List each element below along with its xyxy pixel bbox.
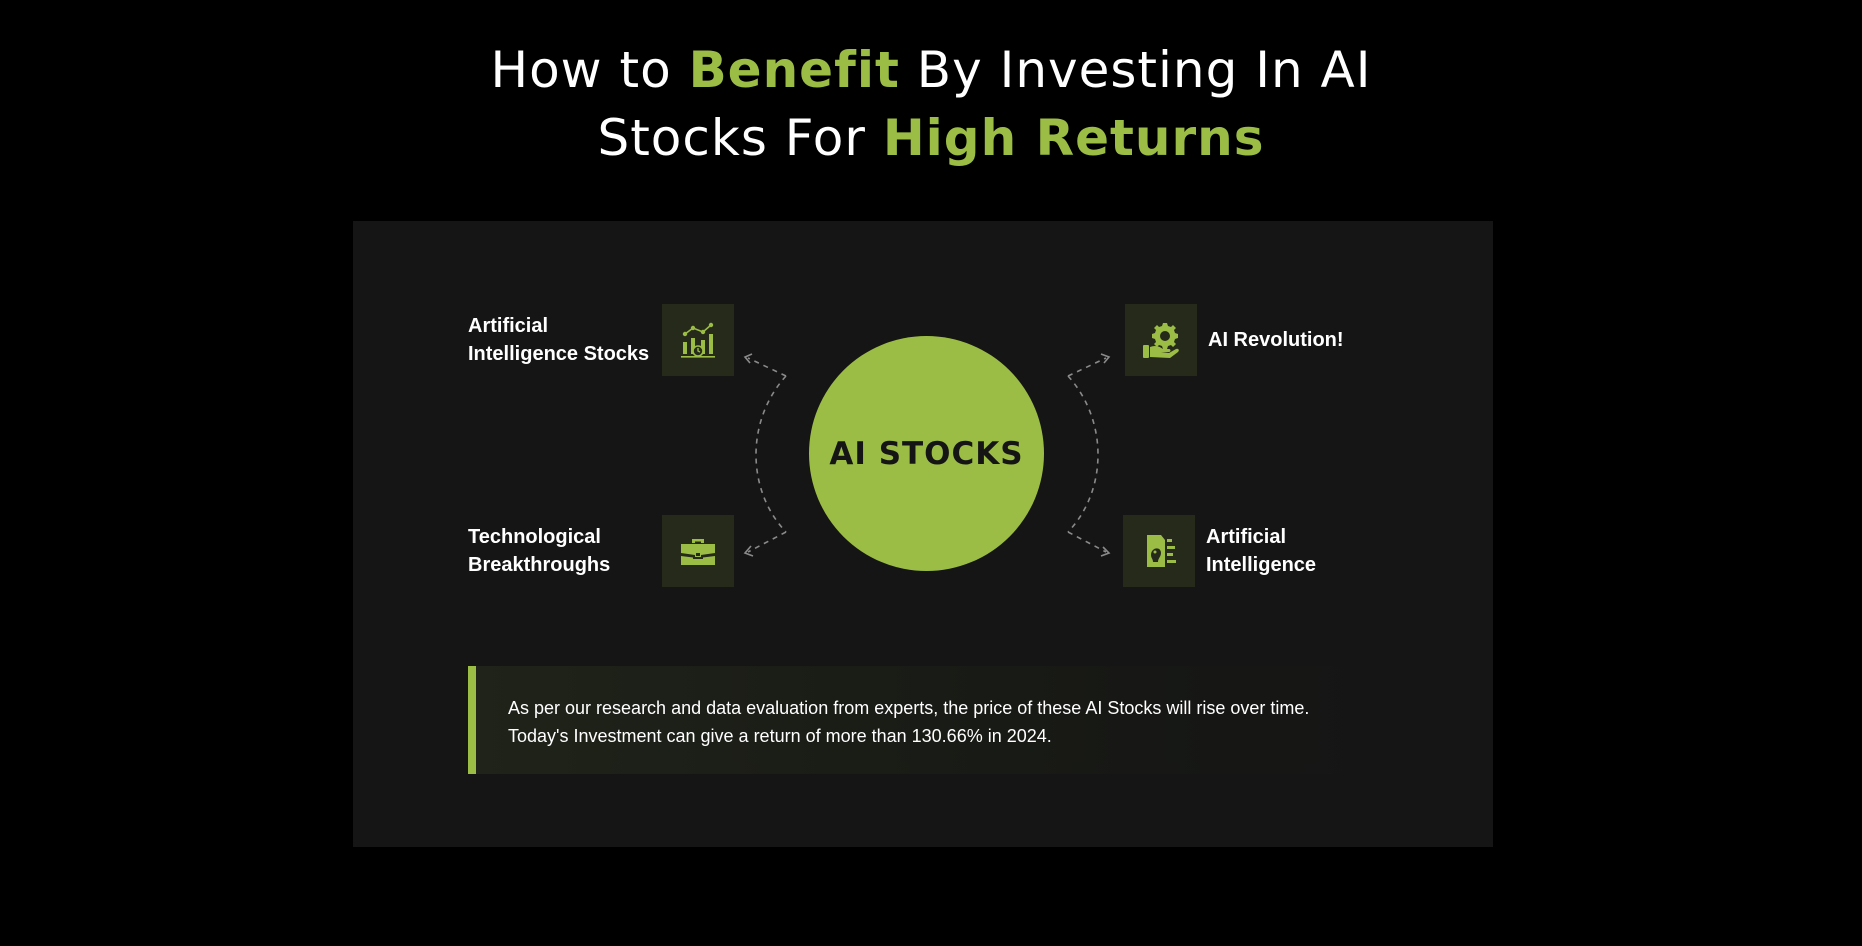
feature-icon-box	[662, 304, 734, 376]
feature-label-line: Intelligence Stocks	[468, 343, 650, 365]
feature-label-artificial-intelligence: Artificial Intelligence	[1206, 523, 1316, 579]
title-line-1: How to Benefit By Investing In AI	[490, 41, 1371, 99]
ai-head-icon	[1147, 535, 1176, 567]
research-note: As per our research and data evaluation …	[468, 666, 1360, 774]
center-label: AI STOCKS	[829, 435, 1024, 472]
chart-analytics-icon	[681, 322, 715, 358]
title-highlight-benefit: Benefit	[688, 41, 900, 99]
title-text: Stocks For	[597, 109, 883, 167]
feature-label-breakthroughs: Technological Breakthroughs	[468, 523, 610, 579]
feature-label-line: AI Revolution!	[1208, 329, 1344, 351]
title-text: How to	[490, 41, 689, 99]
note-text-line-2: Today's Investment can give a return of …	[508, 726, 1052, 746]
title-text: By Investing In AI	[899, 41, 1372, 99]
ai-stocks-circle: AI STOCKS	[809, 336, 1044, 571]
feature-label-line: Artificial	[1206, 526, 1287, 548]
feature-icon-box	[1125, 304, 1197, 376]
title-line-2: Stocks For High Returns	[597, 109, 1264, 167]
feature-label-line: Intelligence	[1206, 554, 1317, 576]
feature-icon-box	[662, 515, 734, 587]
briefcase-icon	[681, 539, 715, 565]
feature-label-line: Artificial	[468, 315, 549, 337]
feature-label-line: Breakthroughs	[468, 554, 611, 576]
note-text-line-1: As per our research and data evaluation …	[508, 698, 1310, 718]
title-highlight-high-returns: High Returns	[882, 109, 1265, 167]
page-title: How to Benefit By Investing In AI Stocks…	[0, 36, 1862, 172]
feature-label-line: Technological	[468, 526, 601, 548]
feature-label-ai-stocks: Artificial Intelligence Stocks	[468, 312, 649, 368]
hand-gear-icon	[1143, 323, 1179, 358]
feature-label-ai-revolution: AI Revolution!	[1208, 326, 1344, 354]
feature-icon-box	[1123, 515, 1195, 587]
